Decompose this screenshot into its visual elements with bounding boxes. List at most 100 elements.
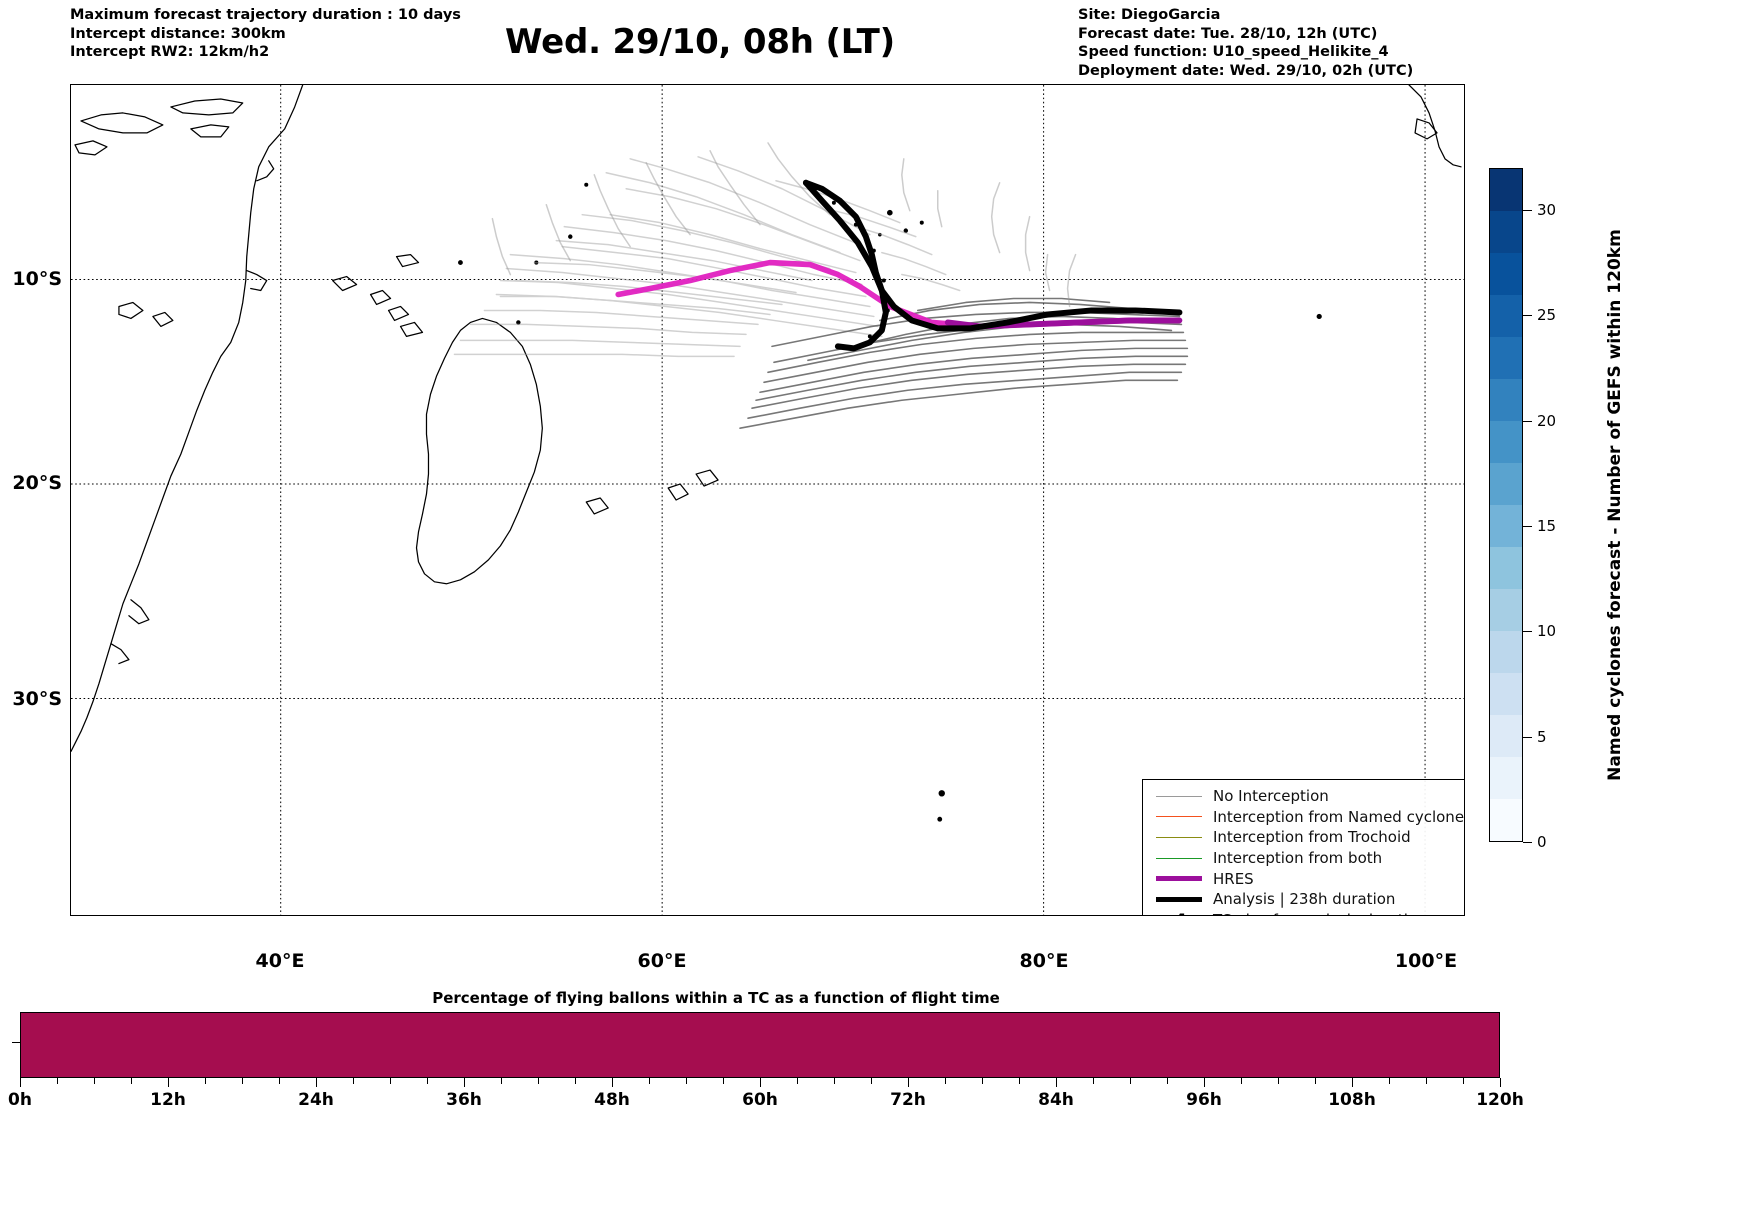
colorbar-tick-label: 0 bbox=[1537, 833, 1547, 851]
colorbar: 0 5 10 15 20 25 30 bbox=[1489, 168, 1556, 851]
legend-line bbox=[1156, 896, 1202, 902]
y-tick-label: 10°S bbox=[12, 268, 62, 290]
bottom-axis-minor-tick bbox=[1167, 1078, 1168, 1084]
graticule-gridlines bbox=[71, 85, 1464, 915]
colorbar-tick bbox=[1523, 736, 1532, 738]
bottom-axis-tick bbox=[1352, 1078, 1353, 1087]
colorbar-gradient bbox=[1489, 168, 1523, 842]
colorbar-step-3 bbox=[1490, 295, 1522, 337]
header-left-line-0: Maximum forecast trajectory duration : 1… bbox=[70, 7, 461, 23]
bottom-axis-minor-tick bbox=[686, 1078, 687, 1084]
colorbar-tick-label: 15 bbox=[1537, 517, 1557, 536]
legend-item-3[interactable]: Interception from both bbox=[1151, 848, 1461, 869]
colorbar-step-11 bbox=[1490, 631, 1522, 673]
legend-line-swatch bbox=[1151, 836, 1207, 838]
bottom-axis-minor-tick bbox=[649, 1078, 650, 1084]
colorbar-step-4 bbox=[1490, 337, 1522, 379]
bottom-axis-tick-label: 72h bbox=[890, 1090, 926, 1110]
legend-line-swatch bbox=[1151, 795, 1207, 797]
colorbar-tick-label: 30 bbox=[1537, 201, 1557, 220]
legend-item-5[interactable]: Analysis | 238h duration bbox=[1151, 889, 1461, 910]
legend-line-swatch bbox=[1151, 876, 1207, 882]
legend-line-swatch bbox=[1151, 857, 1207, 859]
bottom-axis-tick-label: 60h bbox=[742, 1090, 778, 1110]
header-right-info: Site: DiegoGarcia Forecast date: Tue. 28/… bbox=[1078, 6, 1413, 80]
bottom-axis-tick bbox=[464, 1078, 465, 1087]
cyclone-glyph: ↺ bbox=[1173, 912, 1186, 915]
legend-item-label: HRES bbox=[1213, 869, 1254, 888]
bottom-axis-tick-label: 96h bbox=[1186, 1090, 1222, 1110]
bottom-axis-tick bbox=[1500, 1078, 1501, 1087]
legend-item-1[interactable]: Interception from Named cyclone bbox=[1151, 807, 1464, 828]
header-right-line-2: Speed function: U10_speed_Helikite_4 bbox=[1078, 44, 1389, 61]
tc-observation-markers bbox=[812, 186, 890, 339]
bottom-axis-minor-tick bbox=[1278, 1078, 1279, 1084]
header-right-line-3: Deployment date: Wed. 29/10, 02h (UTC) bbox=[1078, 62, 1414, 79]
bottom-axis-tick bbox=[316, 1078, 317, 1087]
colorbar-title-text: Named cyclones forecast - Number of GEFS… bbox=[1605, 229, 1625, 781]
map-legend: No Interception Interception from Named c… bbox=[1142, 779, 1464, 915]
bottom-axis-minor-tick bbox=[1463, 1078, 1464, 1084]
bottom-axis-tick bbox=[20, 1078, 21, 1087]
percentage-bar-ytick bbox=[12, 1042, 20, 1044]
bottom-axis-minor-tick bbox=[1130, 1078, 1131, 1084]
bottom-axis-tick-label: 48h bbox=[594, 1090, 630, 1110]
percentage-bar-axes bbox=[20, 1012, 1500, 1078]
bottom-axis-minor-tick bbox=[57, 1078, 58, 1084]
legend-item-4[interactable]: HRES bbox=[1151, 868, 1461, 889]
analysis-track bbox=[802, 179, 1183, 352]
legend-line-swatch bbox=[1151, 816, 1207, 818]
map-canvas bbox=[71, 85, 1464, 915]
colorbar-step-14 bbox=[1490, 757, 1522, 799]
bottom-axis-minor-tick bbox=[1019, 1078, 1020, 1084]
bottom-axis-minor-tick bbox=[1241, 1078, 1242, 1084]
colorbar-tick bbox=[1523, 631, 1532, 633]
bottom-axis-minor-tick bbox=[1426, 1078, 1427, 1084]
legend-line bbox=[1156, 816, 1202, 818]
legend-item-2[interactable]: Interception from Trochoid bbox=[1151, 827, 1461, 848]
colorbar-tick bbox=[1523, 210, 1532, 212]
colorbar-step-1 bbox=[1490, 211, 1522, 253]
colorbar-tick-label: 10 bbox=[1537, 622, 1557, 641]
bottom-axis-minor-tick bbox=[205, 1078, 206, 1084]
legend-line bbox=[1156, 857, 1202, 859]
colorbar-step-2 bbox=[1490, 253, 1522, 295]
colorbar-step-10 bbox=[1490, 589, 1522, 631]
cyclone-icon: ↺ bbox=[1151, 912, 1207, 915]
bottom-axis-minor-tick bbox=[353, 1078, 354, 1084]
legend-item-6[interactable]: ↺ TC obs. for analysis duration bbox=[1151, 910, 1461, 915]
bottom-axis-tick-label: 108h bbox=[1328, 1090, 1376, 1110]
legend-line-swatch bbox=[1151, 896, 1207, 902]
bottom-axis-tick-label: 36h bbox=[446, 1090, 482, 1110]
coastlines bbox=[71, 85, 1462, 822]
bottom-axis-minor-tick bbox=[871, 1078, 872, 1084]
colorbar-step-7 bbox=[1490, 463, 1522, 505]
y-tick-label: 20°S bbox=[12, 472, 62, 494]
legend-line bbox=[1156, 795, 1202, 797]
colorbar-tick bbox=[1523, 842, 1532, 843]
legend-item-0[interactable]: No Interception bbox=[1151, 786, 1461, 807]
bottom-axis-tick bbox=[612, 1078, 613, 1087]
header-left-line-1: Intercept distance: 300km bbox=[70, 25, 286, 42]
x-tick-label: 100°E bbox=[1394, 950, 1458, 972]
bottom-axis-tick bbox=[1204, 1078, 1205, 1087]
legend-item-label: Analysis | 238h duration bbox=[1213, 890, 1396, 909]
bottom-chart-title: Percentage of flying ballons within a TC… bbox=[432, 989, 1000, 1007]
colorbar-tick bbox=[1523, 315, 1532, 317]
bottom-axis-tick-label: 12h bbox=[150, 1090, 186, 1110]
y-tick-label: 30°S bbox=[12, 688, 62, 710]
colorbar-tick-label: 25 bbox=[1537, 306, 1557, 325]
bottom-axis-tick bbox=[1056, 1078, 1057, 1087]
bottom-axis-minor-tick bbox=[1389, 1078, 1390, 1084]
x-tick-label: 60°E bbox=[637, 950, 687, 972]
bottom-axis-tick-label: 120h bbox=[1476, 1090, 1524, 1110]
bottom-axis-minor-tick bbox=[1093, 1078, 1094, 1084]
bottom-axis-minor-tick bbox=[427, 1078, 428, 1084]
legend-item-label: Interception from Trochoid bbox=[1213, 828, 1411, 847]
header-left-line-2: Intercept RW2: 12km/h2 bbox=[70, 44, 270, 61]
header-right-line-1: Forecast date: Tue. 28/10, 12h (UTC) bbox=[1078, 25, 1378, 42]
bottom-axis-tick-label: 84h bbox=[1038, 1090, 1074, 1110]
colorbar-tick bbox=[1523, 526, 1532, 528]
map-panel[interactable]: No Interception Interception from Named c… bbox=[70, 84, 1465, 916]
page-title: Wed. 29/10, 08h (LT) bbox=[505, 22, 895, 62]
